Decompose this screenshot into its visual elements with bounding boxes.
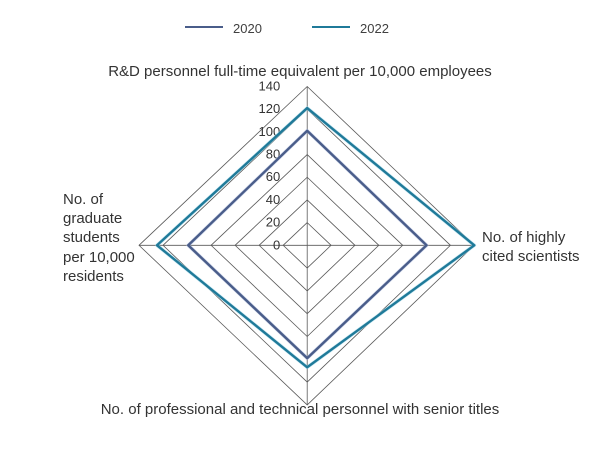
svg-text:140: 140 <box>258 79 280 94</box>
svg-text:40: 40 <box>266 192 280 207</box>
svg-text:20: 20 <box>266 215 280 230</box>
svg-text:0: 0 <box>273 237 280 252</box>
svg-text:120: 120 <box>258 101 280 116</box>
svg-text:60: 60 <box>266 169 280 184</box>
